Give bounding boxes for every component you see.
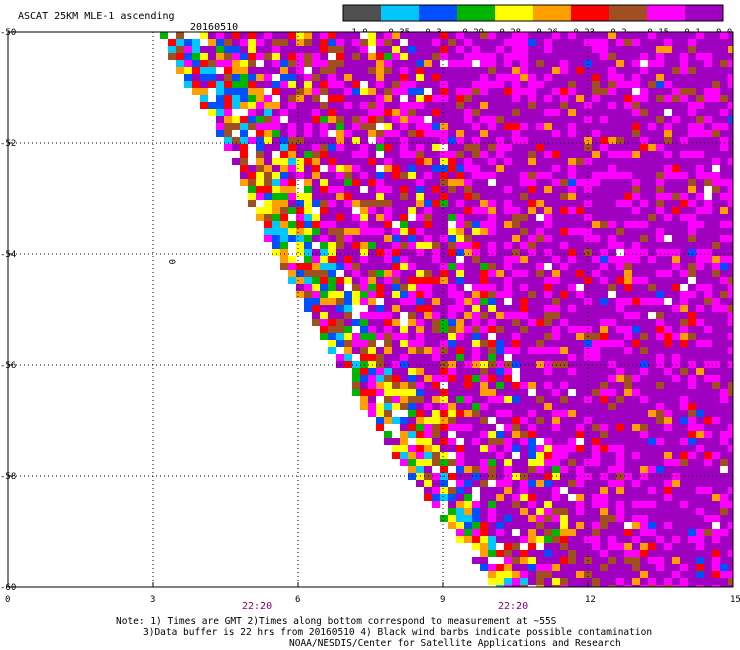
lat-tick-label: -54 [0,250,16,260]
note-line-3: NOAA/NESDIS/Center for Satellite Applica… [289,638,621,649]
colorbar-segment [419,5,458,21]
colorbar-segment [495,5,534,21]
lon-tick-label: 12 [585,595,596,605]
lat-tick-label: -60 [0,583,16,593]
lon-tick-label: 15 [730,595,740,605]
lon-tick-label: 0 [5,595,10,605]
lat-tick-label: -50 [0,28,16,38]
map-title: ASCAT 25KM MLE-1 ascending [18,11,175,22]
lat-tick-label: -58 [0,472,16,482]
colorbar-segment [609,5,648,21]
lat-tick-label: -56 [0,361,16,371]
note-line-2: 3)Data buffer is 22 hrs from 20160510 4)… [143,627,652,638]
time-label-1: 22:20 [242,601,272,612]
mle-pixel-grid [152,32,733,587]
color-scale-bar [342,4,724,22]
time-label-2: 22:20 [498,601,528,612]
lon-tick-label: 9 [440,595,445,605]
lat-tick-label: -52 [0,139,16,149]
plot-frame [7,31,734,588]
latitude-axis: -50 -52 -54 -56 -58 -60 [0,28,16,593]
map-date: 20160510 [190,22,238,33]
colorbar-segment [381,5,420,21]
longitude-axis: 0 3 6 9 12 15 [5,582,740,605]
contour-label: 0 [166,259,176,264]
lon-tick-label: 3 [150,595,155,605]
colorbar-segment [685,5,724,21]
lon-tick-label: 6 [295,595,300,605]
colorbar-segment [533,5,572,21]
map-gridlines [8,32,733,587]
colorbar-segment [647,5,686,21]
colorbar-frame [342,4,724,22]
colorbar-segment [571,5,610,21]
colorbar-segment [343,5,382,21]
note-line-1: Note: 1) Times are GMT 2)Times along bot… [116,616,557,627]
colorbar-segment [457,5,496,21]
